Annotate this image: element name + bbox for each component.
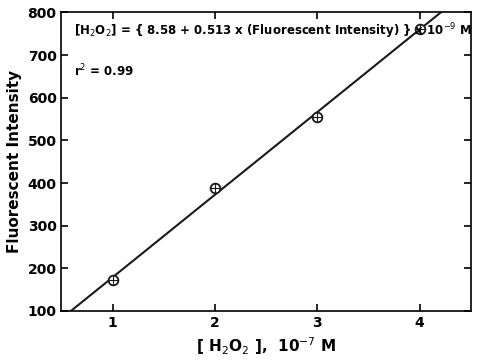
Text: [H$_2$O$_2$] = { 8.58 + 0.513 x (Fluorescent Intensity) } x 10$^{-9}$ M: [H$_2$O$_2$] = { 8.58 + 0.513 x (Fluores… — [74, 21, 472, 41]
Text: r$^2$ = 0.99: r$^2$ = 0.99 — [74, 63, 134, 80]
X-axis label: [ H$_2$O$_2$ ],  10$^{-7}$ M: [ H$_2$O$_2$ ], 10$^{-7}$ M — [196, 335, 336, 357]
Y-axis label: Fluorescent Intensity: Fluorescent Intensity — [7, 70, 22, 253]
